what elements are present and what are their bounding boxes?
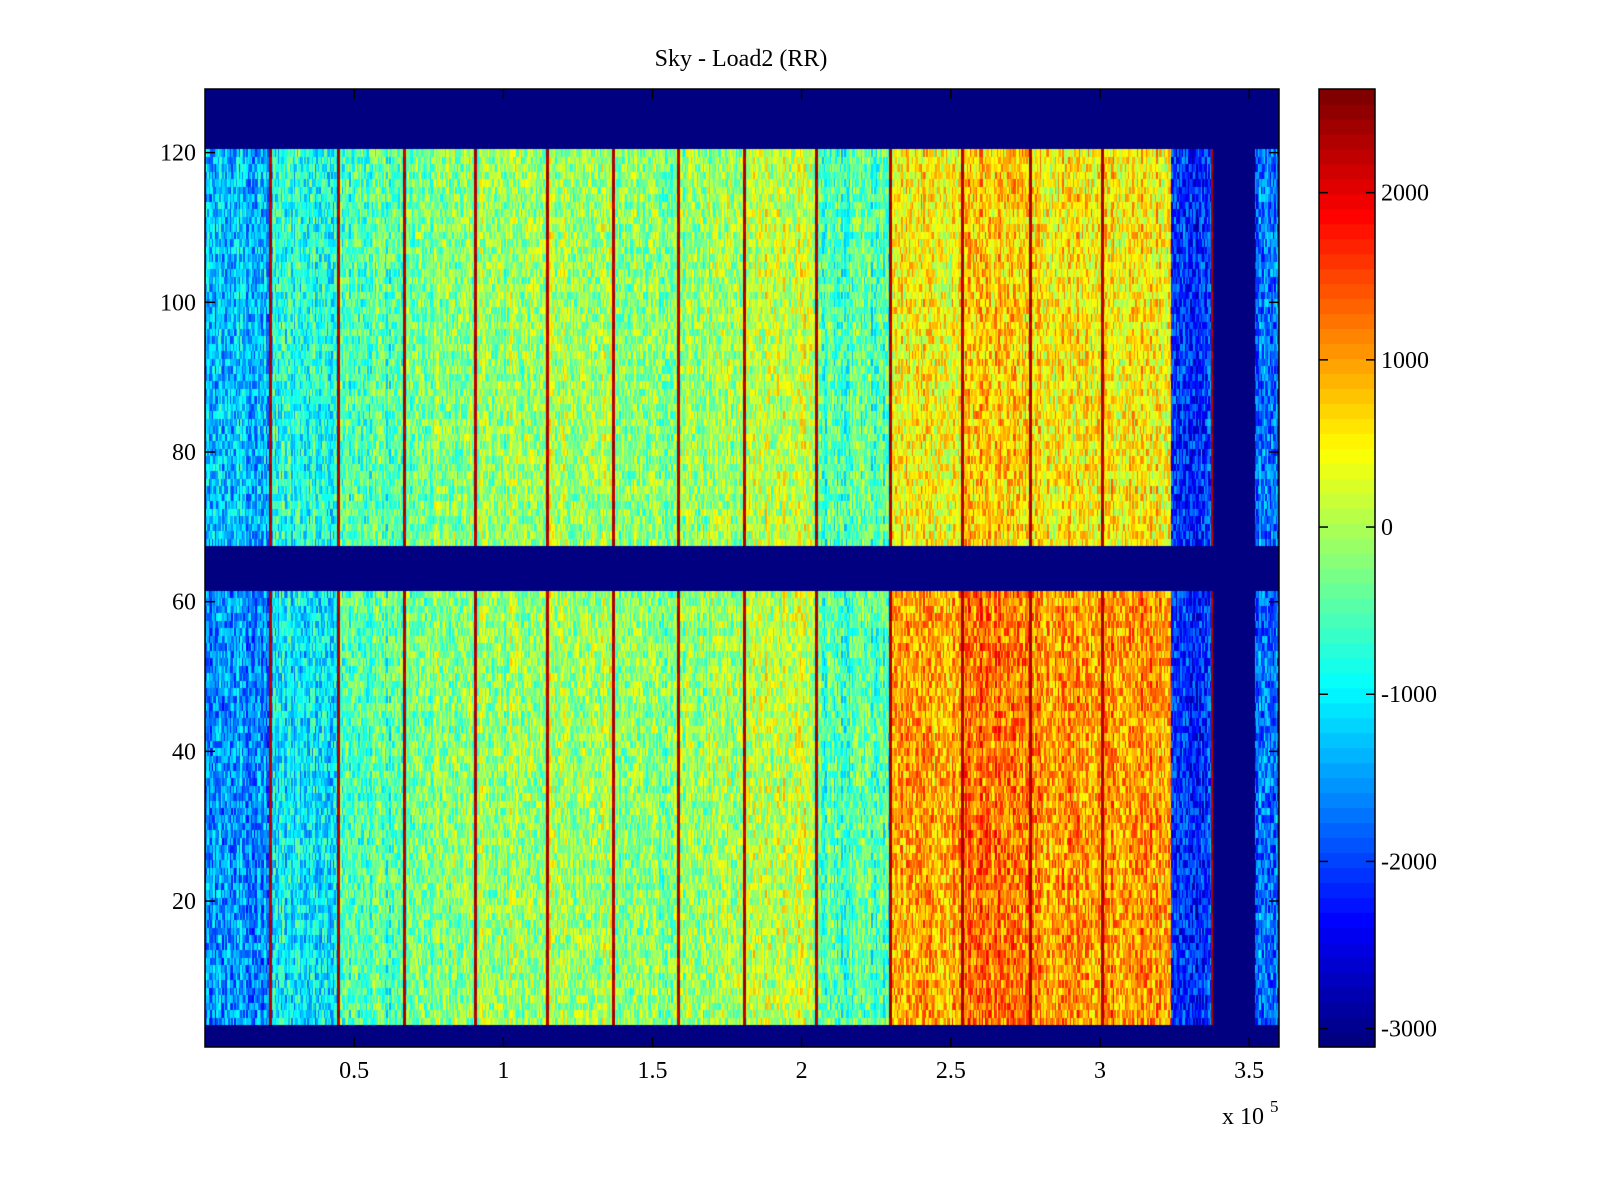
colorbar-segment [1319, 238, 1375, 255]
colorbar-segment [1319, 163, 1375, 180]
y-axis: 20 40 60 80 100 120 [160, 141, 1279, 915]
x-tick-label: 3 [1094, 1058, 1106, 1084]
colorbar-segment [1319, 807, 1375, 824]
colorbar-segment [1319, 747, 1375, 764]
colorbar-segment [1319, 538, 1375, 554]
colorbar-segment [1319, 403, 1375, 419]
colorbar-segment [1319, 657, 1375, 674]
colorbar-segment [1319, 822, 1375, 839]
colorbar-segment [1319, 358, 1375, 375]
colorbar-frame [1318, 88, 1376, 1048]
colorbar-segment [1319, 597, 1375, 614]
colorbar-tick-label: -3000 [1381, 1017, 1437, 1043]
colorbar-segment [1319, 178, 1375, 195]
colorbar-segment [1319, 912, 1375, 928]
colorbar-segment [1319, 582, 1375, 599]
y-tick-label: 60 [172, 590, 196, 616]
colorbar-segment [1319, 388, 1375, 404]
colorbar-segment [1319, 897, 1375, 913]
x-tick-label: 2.5 [936, 1058, 966, 1084]
chart-title: Sky - Load2 (RR) [655, 46, 828, 72]
colorbar-segment [1319, 642, 1375, 659]
x-tick-label: 1.5 [638, 1058, 668, 1084]
colorbar-segment [1319, 717, 1375, 734]
colorbar-segment [1319, 837, 1375, 854]
colorbar-segment [1319, 148, 1375, 165]
colorbar-segment [1319, 762, 1375, 779]
colorbar-segment [1319, 972, 1375, 988]
colorbar-segment [1319, 133, 1375, 150]
colorbar-segment [1319, 283, 1375, 300]
colorbar-segment [1319, 867, 1375, 883]
colorbar-tick-label: 1000 [1381, 348, 1429, 374]
y-tick-label: 20 [172, 889, 196, 915]
colorbar-tick-label: -2000 [1381, 849, 1437, 875]
x-tick-label: 1 [497, 1058, 509, 1084]
colorbar-segment [1319, 672, 1375, 689]
colorbar-segment [1319, 268, 1375, 285]
colorbar-segment [1319, 298, 1375, 315]
colorbar-tick-label: -1000 [1381, 682, 1437, 708]
colorbar-segment [1319, 612, 1375, 629]
x-exponent-power: 5 [1270, 1097, 1279, 1116]
colorbar-segment [1319, 732, 1375, 749]
colorbar-segment [1319, 568, 1375, 584]
colorbar-segment [1319, 493, 1375, 509]
colorbar-segment [1319, 508, 1375, 524]
colorbar-segment [1319, 313, 1375, 330]
y-tick-label: 100 [160, 290, 196, 316]
colorbar-segment [1319, 553, 1375, 569]
y-tick-label: 40 [172, 739, 196, 765]
colorbar-segment [1319, 89, 1375, 105]
colorbar-segment [1319, 343, 1375, 360]
colorbar-segment [1319, 418, 1375, 434]
colorbar-segment [1319, 523, 1375, 539]
colorbar-segment [1319, 1017, 1375, 1033]
x-exponent-label: x 10 5 [1222, 1097, 1279, 1130]
colorbar-segment [1319, 942, 1375, 958]
heatmap-image [205, 89, 1279, 1047]
colorbar-segment [1319, 103, 1375, 120]
colorbar-segment [1319, 792, 1375, 809]
colorbar-segment [1319, 463, 1375, 479]
colorbar-segment [1319, 373, 1375, 389]
colorbar [1319, 89, 1375, 1048]
colorbar-segment [1319, 777, 1375, 794]
colorbar-segment [1319, 852, 1375, 868]
colorbar-segment [1319, 448, 1375, 464]
y-tick-label: 120 [160, 141, 196, 167]
x-axis: 0.5 1 1.5 2 2.5 3 3.5 [339, 89, 1264, 1084]
colorbar-segment [1319, 433, 1375, 449]
colorbar-segment [1319, 208, 1375, 225]
x-tick-label: 2 [796, 1058, 808, 1084]
colorbar-tick-label: 2000 [1381, 181, 1429, 207]
colorbar-segment [1319, 223, 1375, 240]
colorbar-segment [1319, 328, 1375, 345]
x-tick-label: 3.5 [1234, 1058, 1264, 1084]
heatmap-cells [205, 89, 1279, 1047]
colorbar-segment [1319, 1032, 1375, 1048]
colorbar-segment [1319, 687, 1375, 704]
colorbar-tick-label: 0 [1381, 515, 1393, 541]
colorbar-segment [1319, 987, 1375, 1003]
x-tick-label: 0.5 [339, 1058, 369, 1084]
colorbar-segment [1319, 253, 1375, 270]
y-tick-label: 80 [172, 440, 196, 466]
colorbar-segment [1319, 927, 1375, 943]
colorbar-axis: 2000 1000 0 -1000 -2000 -3000 [1319, 181, 1437, 1043]
x-exponent-base: x 10 [1222, 1104, 1264, 1130]
colorbar-segment [1319, 1002, 1375, 1018]
colorbar-segment [1319, 957, 1375, 973]
colorbar-segment [1319, 702, 1375, 719]
colorbar-segment [1319, 118, 1375, 135]
colorbar-segment [1319, 478, 1375, 494]
colorbar-segment [1319, 193, 1375, 210]
plot-frame [204, 88, 1280, 1048]
colorbar-segment [1319, 627, 1375, 644]
colorbar-segment [1319, 882, 1375, 898]
